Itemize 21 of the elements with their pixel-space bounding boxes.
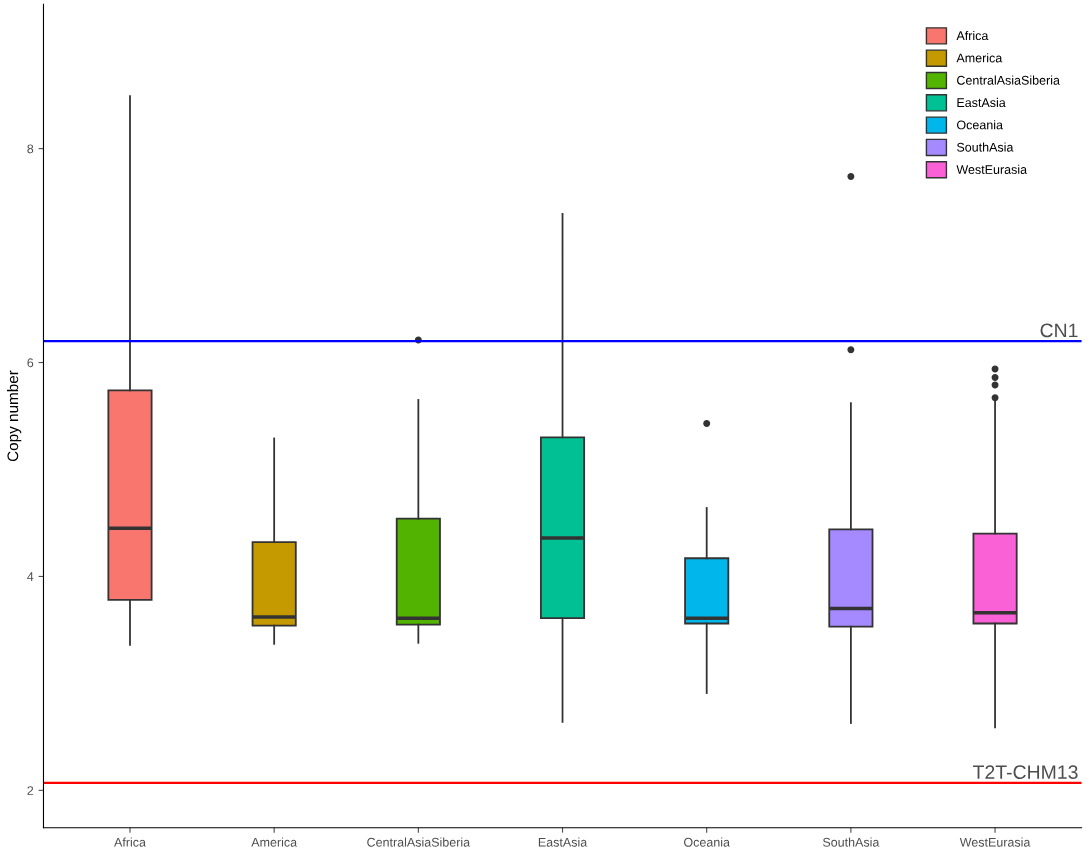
x-tick-label: Africa xyxy=(114,837,146,847)
legend-label: SouthAsia xyxy=(956,142,1014,152)
y-tick-label: 6 xyxy=(27,358,34,368)
x-tick-label: Oceania xyxy=(684,837,730,847)
legend-label: CentralAsiaSiberia xyxy=(957,75,1060,85)
x-tick-label: CentralAsiaSiberia xyxy=(367,837,471,847)
x-tick-label: EastAsia xyxy=(538,837,588,847)
ref-line-label: CN1 xyxy=(1040,323,1078,338)
y-tick-label: 4 xyxy=(27,572,34,581)
x-tick-label: WestEurasia xyxy=(959,837,1031,847)
legend-label: America xyxy=(956,53,1003,63)
legend-label: Oceania xyxy=(957,120,1003,130)
legend-label: EastAsia xyxy=(957,97,1006,108)
legend-label: WestEurasia xyxy=(956,164,1028,174)
y-tick-label: 2 xyxy=(27,786,34,795)
x-tick-label: America xyxy=(251,837,298,847)
legend-label: Africa xyxy=(956,30,989,41)
ref-line-label: T2T-CHM13 xyxy=(973,765,1078,780)
x-tick-label: SouthAsia xyxy=(822,837,880,847)
y-tick-label: 8 xyxy=(27,144,34,154)
y-axis-title: Copy number xyxy=(7,370,22,462)
